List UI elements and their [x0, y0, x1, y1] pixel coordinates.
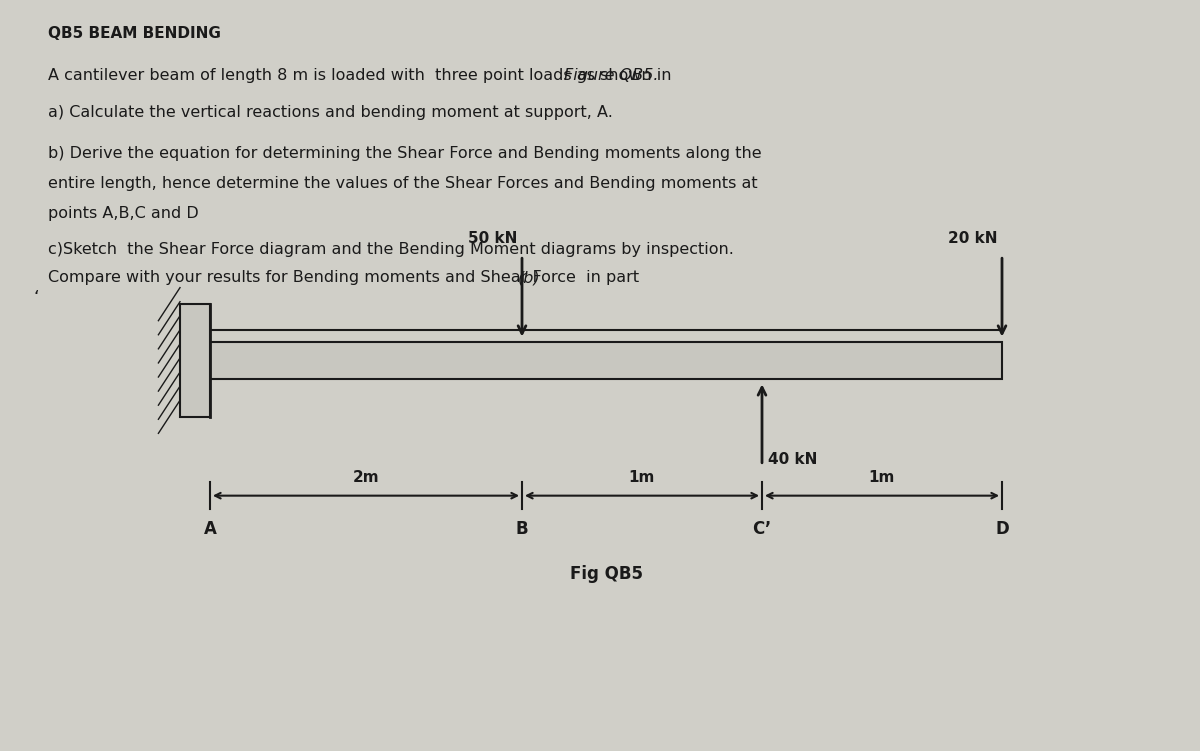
Text: Fig QB5: Fig QB5 [570, 565, 642, 583]
Text: Compare with your results for Bending moments and Shear Force  in part: Compare with your results for Bending mo… [48, 270, 644, 285]
Text: 50 kN: 50 kN [468, 231, 517, 246]
Text: A: A [204, 520, 216, 538]
Bar [210, 342, 1002, 379]
Text: D: D [995, 520, 1009, 538]
Text: 40 kN: 40 kN [768, 452, 817, 467]
Text: ‘: ‘ [34, 289, 40, 307]
Text: a) Calculate the vertical reactions and bending moment at support, A.: a) Calculate the vertical reactions and … [48, 105, 613, 120]
Text: C’: C’ [752, 520, 772, 538]
Text: 1m: 1m [629, 470, 655, 485]
Text: 2m: 2m [353, 470, 379, 485]
Text: 20 kN: 20 kN [948, 231, 997, 246]
Text: c)Sketch  the Shear Force diagram and the Bending Moment diagrams by inspection.: c)Sketch the Shear Force diagram and the… [48, 242, 734, 257]
Text: b) Derive the equation for determining the Shear Force and Bending moments along: b) Derive the equation for determining t… [48, 146, 762, 161]
Text: A cantilever beam of length 8 m is loaded with  three point loads as shown in: A cantilever beam of length 8 m is loade… [48, 68, 677, 83]
Text: 1m: 1m [869, 470, 895, 485]
Text: QB5 BEAM BENDING: QB5 BEAM BENDING [48, 26, 221, 41]
Text: (b): (b) [517, 270, 540, 285]
Bar [180, 304, 210, 417]
Text: Figure QB5.: Figure QB5. [564, 68, 659, 83]
Text: points A,B,C and D: points A,B,C and D [48, 206, 199, 221]
Text: B: B [516, 520, 528, 538]
Text: entire length, hence determine the values of the Shear Forces and Bending moment: entire length, hence determine the value… [48, 176, 757, 191]
